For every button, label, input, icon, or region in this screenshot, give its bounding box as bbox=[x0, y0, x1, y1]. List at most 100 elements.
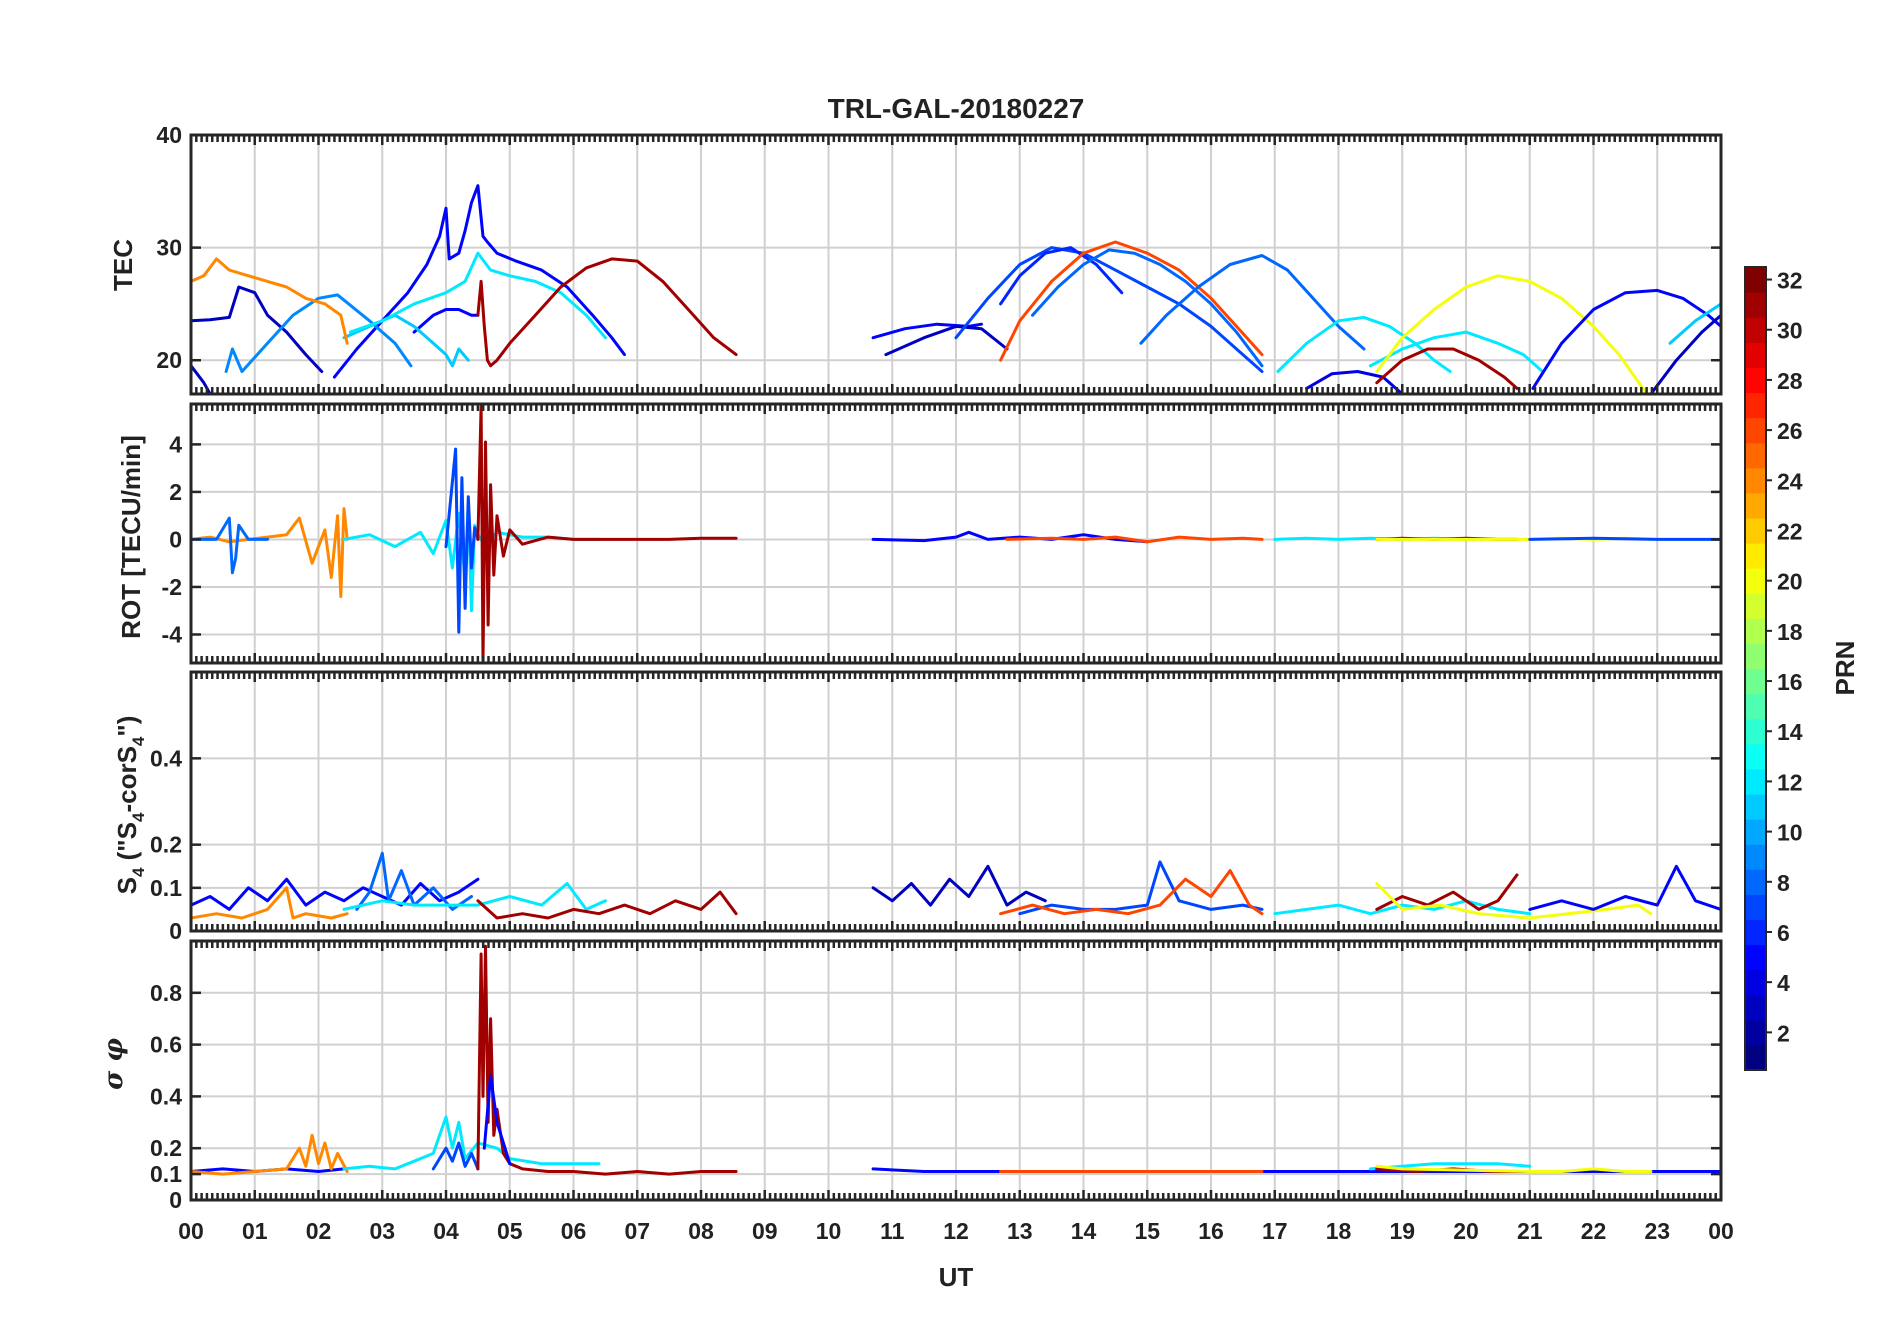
series-line-prn-5 bbox=[332, 184, 626, 379]
series-line-prn-12 bbox=[1368, 330, 1544, 373]
series-line-prn-7 bbox=[1018, 860, 1264, 916]
y-tick-label: 0 bbox=[169, 918, 182, 944]
y-tick-label: 2 bbox=[169, 479, 182, 505]
series-line-prn-3 bbox=[871, 864, 1047, 907]
panel-tec: 20 30 40 bbox=[156, 122, 1723, 396]
x-tick-label: 17 bbox=[1262, 1218, 1288, 1244]
x-tick-label: 08 bbox=[688, 1218, 714, 1244]
y-tick-label: 0.2 bbox=[150, 1135, 182, 1161]
series-line-prn-5 bbox=[1528, 864, 1721, 911]
minor-ticks bbox=[189, 941, 1723, 1202]
colorbar-tick-label: 4 bbox=[1777, 970, 1790, 996]
colorbar-frame bbox=[1744, 266, 1767, 1071]
colorbar-segment bbox=[1745, 1044, 1766, 1071]
colorbar-segment bbox=[1745, 517, 1766, 544]
colorbar-tick-label: 24 bbox=[1777, 468, 1803, 494]
series-group bbox=[191, 944, 1721, 1176]
x-tick-label: 02 bbox=[306, 1218, 332, 1244]
colorbar-tick-label: 20 bbox=[1777, 569, 1803, 595]
panel-rot: -4 -2 0 2 4 bbox=[162, 402, 1723, 665]
series-line-prn-7 bbox=[431, 1141, 480, 1171]
series-line-prn-8 bbox=[191, 516, 269, 575]
series-line-prn-24 bbox=[191, 1133, 349, 1176]
series-line-prn-20 bbox=[1375, 882, 1653, 920]
y-tick-label: -4 bbox=[162, 621, 183, 647]
series-line-prn-7 bbox=[954, 246, 1264, 373]
colorbar-segment bbox=[1745, 919, 1766, 946]
colorbar-segment bbox=[1745, 593, 1766, 619]
series-line-prn-31 bbox=[1375, 347, 1519, 390]
y-tick-label: 0.1 bbox=[150, 875, 182, 901]
colorbar-segment bbox=[1745, 1019, 1766, 1046]
x-tick-label: 21 bbox=[1517, 1218, 1543, 1244]
series-group bbox=[191, 851, 1721, 920]
series-line-prn-12 bbox=[1368, 1162, 1532, 1171]
colorbar-segment bbox=[1745, 718, 1766, 745]
series-line-prn-8 bbox=[1031, 248, 1264, 368]
colorbar-tick-label: 28 bbox=[1777, 368, 1803, 394]
x-tick-label: 12 bbox=[943, 1218, 969, 1244]
x-tick-label: 15 bbox=[1134, 1218, 1160, 1244]
panel-s4: 0 0.1 0.2 0.4 bbox=[150, 670, 1723, 944]
y-tick-label: 30 bbox=[156, 235, 182, 261]
series-line-prn-31 bbox=[476, 257, 738, 368]
x-tick-label: 00 bbox=[1708, 1218, 1734, 1244]
y-tick-label: 0.2 bbox=[150, 832, 182, 858]
series-line-prn-3 bbox=[1649, 313, 1721, 394]
colorbar-segment bbox=[1745, 392, 1766, 419]
y-tick-label: 4 bbox=[169, 431, 182, 457]
series-line-prn-31 bbox=[476, 944, 738, 1176]
minor-ticks bbox=[189, 404, 1723, 663]
x-tick-label: 03 bbox=[369, 1218, 395, 1244]
x-tick-label: 07 bbox=[624, 1218, 650, 1244]
colorbar-segment bbox=[1745, 969, 1766, 996]
colorbar-segment bbox=[1745, 768, 1766, 795]
y-tick-label: 0.1 bbox=[150, 1161, 182, 1187]
x-tick-labels: 00 01 02 03 04 05 06 07 08 09 10 11 12 13 14 15 16 17 18 19… bbox=[178, 1218, 1734, 1244]
y-tick-label: 0 bbox=[169, 1187, 182, 1213]
colorbar-segment bbox=[1745, 267, 1766, 293]
x-axis-label: UT bbox=[939, 1262, 974, 1292]
y-tick-label: 0.6 bbox=[150, 1032, 182, 1058]
series-line-prn-31 bbox=[476, 404, 738, 663]
series-line-prn-12 bbox=[1276, 315, 1452, 373]
colorbar-segment bbox=[1745, 844, 1766, 870]
rot-y-axis-label: ROT [TECU/min] bbox=[116, 435, 146, 639]
y-tick-label: -2 bbox=[162, 574, 182, 600]
colorbar-segment bbox=[1745, 292, 1766, 318]
y-tick-label: 0.8 bbox=[150, 980, 182, 1006]
series-line-prn-4 bbox=[1305, 370, 1404, 394]
series-line-prn-24 bbox=[191, 886, 349, 920]
y-tick-label: 40 bbox=[156, 122, 182, 148]
x-tick-label: 09 bbox=[752, 1218, 778, 1244]
series-line-prn-5 bbox=[412, 308, 480, 334]
series-line-prn-31 bbox=[1375, 873, 1519, 911]
x-tick-label: 04 bbox=[433, 1218, 459, 1244]
series-line-prn-24 bbox=[191, 257, 349, 345]
x-tick-label: 01 bbox=[242, 1218, 268, 1244]
x-tick-label: 14 bbox=[1071, 1218, 1097, 1244]
colorbar-segment bbox=[1745, 342, 1766, 368]
colorbar-segment bbox=[1745, 819, 1766, 845]
x-tick-label: 18 bbox=[1326, 1218, 1352, 1244]
colorbar-tick-label: 30 bbox=[1777, 318, 1803, 344]
series-line-prn-8 bbox=[1139, 254, 1366, 351]
x-tick-label: 19 bbox=[1389, 1218, 1415, 1244]
x-tick-label: 20 bbox=[1453, 1218, 1479, 1244]
colorbar-segment bbox=[1745, 743, 1766, 770]
x-tick-label: 05 bbox=[497, 1218, 523, 1244]
colorbar-segment bbox=[1745, 643, 1766, 670]
colorbar-segment bbox=[1745, 994, 1766, 1021]
x-tick-label: 23 bbox=[1644, 1218, 1670, 1244]
colorbar-segment bbox=[1745, 492, 1766, 519]
series-line-prn-7 bbox=[1528, 536, 1721, 541]
series-line-prn-11 bbox=[1668, 302, 1721, 345]
colorbar-tick-label: 18 bbox=[1777, 619, 1803, 645]
series-line-prn-31 bbox=[476, 890, 738, 920]
y-tick-label: 0.4 bbox=[150, 745, 182, 771]
x-tick-label: 11 bbox=[880, 1218, 905, 1244]
colorbar-tick-label: 12 bbox=[1777, 769, 1803, 795]
y-tick-label: 0 bbox=[169, 526, 182, 552]
